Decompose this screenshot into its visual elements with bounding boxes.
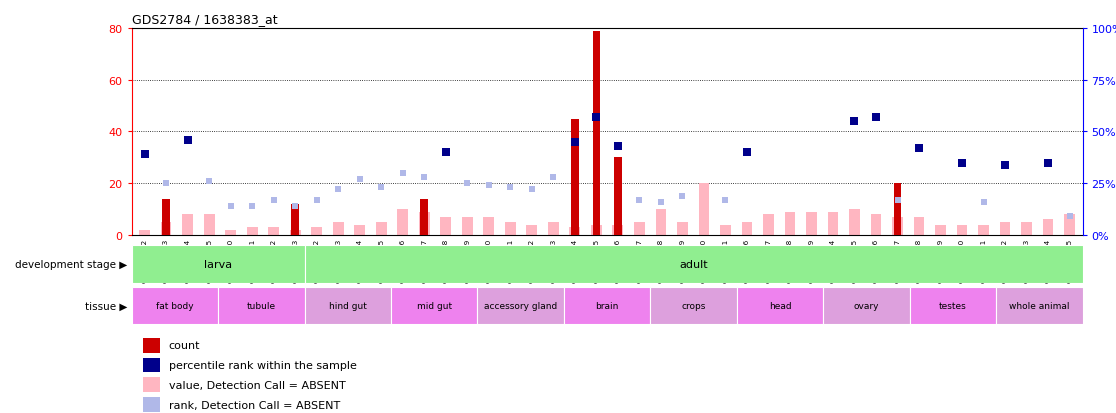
Bar bbox=[182, 215, 193, 235]
Text: count: count bbox=[169, 340, 200, 350]
Bar bbox=[140, 230, 150, 235]
Text: ovary: ovary bbox=[854, 301, 879, 310]
Bar bbox=[268, 228, 279, 235]
Bar bbox=[143, 397, 160, 412]
Text: head: head bbox=[769, 301, 791, 310]
Bar bbox=[204, 215, 214, 235]
Bar bbox=[483, 217, 494, 235]
Bar bbox=[161, 223, 172, 235]
Bar bbox=[355, 225, 365, 235]
Bar bbox=[956, 225, 968, 235]
Bar bbox=[548, 223, 559, 235]
Bar bbox=[699, 184, 710, 235]
Bar bbox=[143, 358, 160, 373]
Bar bbox=[305, 287, 391, 324]
Bar bbox=[914, 217, 924, 235]
Bar bbox=[418, 212, 430, 235]
Bar bbox=[979, 225, 989, 235]
Bar bbox=[824, 287, 910, 324]
Bar bbox=[651, 287, 737, 324]
Text: GDS2784 / 1638383_at: GDS2784 / 1638383_at bbox=[132, 13, 277, 26]
Bar bbox=[311, 228, 323, 235]
Text: brain: brain bbox=[596, 301, 618, 310]
Bar bbox=[634, 223, 645, 235]
Bar bbox=[305, 246, 1083, 283]
Bar bbox=[910, 287, 997, 324]
Text: hind gut: hind gut bbox=[329, 301, 367, 310]
Bar bbox=[737, 287, 824, 324]
Text: whole animal: whole animal bbox=[1009, 301, 1069, 310]
Text: crops: crops bbox=[682, 301, 705, 310]
Bar bbox=[1000, 223, 1010, 235]
Bar bbox=[564, 287, 651, 324]
Bar bbox=[593, 31, 600, 235]
Bar bbox=[527, 225, 537, 235]
Text: mid gut: mid gut bbox=[416, 301, 452, 310]
Text: percentile rank within the sample: percentile rank within the sample bbox=[169, 360, 356, 370]
Bar bbox=[763, 215, 773, 235]
Bar bbox=[571, 119, 578, 235]
Bar bbox=[997, 287, 1083, 324]
Bar bbox=[741, 223, 752, 235]
Bar bbox=[333, 223, 344, 235]
Bar bbox=[828, 212, 838, 235]
Bar bbox=[591, 225, 602, 235]
Bar bbox=[894, 184, 902, 235]
Text: accessory gland: accessory gland bbox=[484, 301, 557, 310]
Bar bbox=[143, 377, 160, 392]
Bar bbox=[892, 217, 903, 235]
Bar bbox=[462, 217, 473, 235]
Bar bbox=[720, 225, 731, 235]
Text: tissue ▶: tissue ▶ bbox=[85, 301, 127, 311]
Bar bbox=[143, 338, 160, 353]
Text: fat body: fat body bbox=[156, 301, 194, 310]
Bar bbox=[655, 210, 666, 235]
Bar bbox=[162, 199, 170, 235]
Text: tubule: tubule bbox=[247, 301, 276, 310]
Bar bbox=[614, 158, 622, 235]
Bar bbox=[291, 204, 299, 235]
Text: development stage ▶: development stage ▶ bbox=[16, 259, 127, 269]
Bar bbox=[569, 228, 580, 235]
Bar bbox=[677, 223, 687, 235]
Bar bbox=[785, 212, 796, 235]
Bar bbox=[397, 210, 408, 235]
Bar bbox=[441, 217, 451, 235]
Bar bbox=[1042, 220, 1054, 235]
Bar bbox=[1021, 223, 1032, 235]
Bar bbox=[870, 215, 882, 235]
Text: rank, Detection Call = ABSENT: rank, Detection Call = ABSENT bbox=[169, 400, 339, 410]
Bar bbox=[478, 287, 564, 324]
Bar bbox=[132, 287, 218, 324]
Bar bbox=[218, 287, 305, 324]
Bar bbox=[849, 210, 859, 235]
Bar bbox=[1065, 215, 1075, 235]
Bar bbox=[290, 230, 300, 235]
Bar bbox=[247, 228, 258, 235]
Bar bbox=[504, 223, 516, 235]
Bar bbox=[613, 225, 623, 235]
Bar bbox=[421, 199, 429, 235]
Text: larva: larva bbox=[204, 259, 232, 269]
Text: adult: adult bbox=[680, 259, 708, 269]
Text: value, Detection Call = ABSENT: value, Detection Call = ABSENT bbox=[169, 380, 345, 390]
Bar bbox=[806, 212, 817, 235]
Text: testes: testes bbox=[939, 301, 966, 310]
Bar bbox=[132, 246, 305, 283]
Bar bbox=[376, 223, 386, 235]
Bar bbox=[935, 225, 946, 235]
Bar bbox=[391, 287, 478, 324]
Bar bbox=[225, 230, 235, 235]
